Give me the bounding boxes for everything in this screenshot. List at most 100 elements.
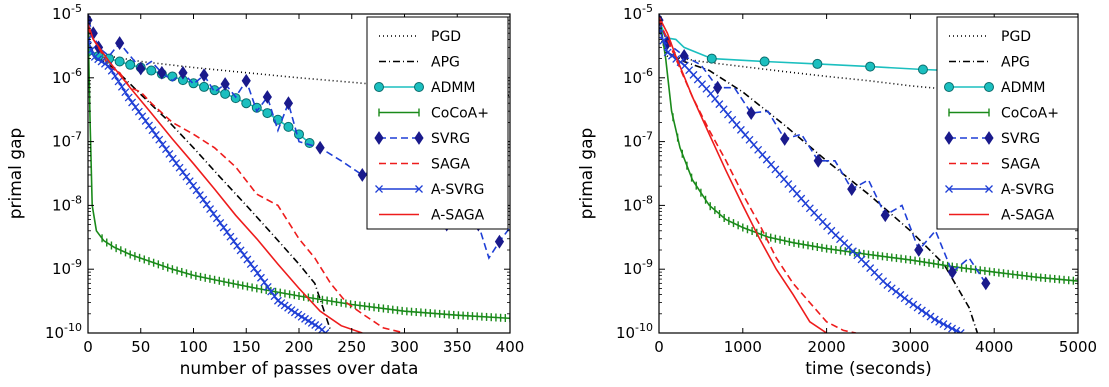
point-admm — [262, 108, 273, 119]
legend-marker-a-svrg — [375, 185, 383, 193]
point-a-svrg — [162, 145, 170, 154]
point-a-svrg — [182, 172, 191, 181]
x-tick-label: 0 — [83, 338, 93, 356]
x-tick-label: 50 — [131, 338, 150, 356]
x-tick-label: 250 — [337, 338, 366, 356]
point-a-svrg — [199, 195, 208, 204]
x-tick-label: 5000 — [1059, 338, 1097, 356]
point-a-svrg — [155, 135, 164, 144]
point-svrg — [157, 65, 167, 80]
point-a-svrg — [887, 284, 896, 293]
point-svrg — [494, 234, 505, 249]
y-tick-label: 10-5 — [52, 2, 82, 23]
point-a-svrg — [226, 232, 235, 241]
point-a-svrg — [930, 315, 939, 324]
x-tick-label: 150 — [232, 338, 261, 356]
y-tick-label: 10-8 — [52, 193, 82, 214]
point-a-svrg — [913, 303, 922, 312]
point-a-svrg — [883, 281, 892, 289]
x-tick-label: 100 — [179, 338, 208, 356]
y-tick-label: 10-5 — [623, 2, 653, 23]
point-a-svrg — [117, 82, 126, 91]
point-svrg — [813, 153, 823, 168]
point-a-svrg — [956, 329, 965, 333]
point-a-svrg — [270, 292, 279, 301]
point-a-svrg — [206, 205, 215, 214]
legend: PGD APG ADMM CoCoA+ SVRG SAGA A-SVRG A-SAGA — [936, 16, 1079, 230]
series-line-apg — [88, 33, 332, 331]
x-tick-label: 300 — [390, 338, 419, 356]
point-a-svrg — [233, 241, 242, 250]
point-a-svrg — [114, 77, 123, 86]
legend-marker-admm — [374, 82, 384, 92]
y-tick-label: 10-8 — [623, 193, 653, 214]
chart-passes: 0 50 100 150 200 250 300 350 400 10-10 10-9 10-8 10-… — [6, 2, 524, 379]
point-admm — [283, 121, 294, 132]
point-svrg — [178, 65, 188, 80]
point-a-svrg — [948, 324, 957, 333]
legend-marker-svrg — [984, 131, 994, 145]
point-a-svrg — [212, 214, 221, 223]
point-a-svrg — [209, 209, 218, 218]
point-a-svrg — [663, 48, 672, 57]
legend-label-saga: SAGA — [1001, 157, 1040, 173]
point-svrg — [914, 243, 924, 257]
point-svrg — [713, 80, 723, 95]
point-a-svrg — [659, 36, 668, 45]
point-admm — [125, 59, 136, 70]
point-a-svrg — [926, 312, 935, 321]
legend-label-apg: APG — [431, 55, 460, 71]
point-a-svrg — [219, 223, 228, 232]
point-a-svrg — [189, 181, 198, 190]
legend-marker-svrg — [374, 131, 384, 145]
point-a-svrg — [922, 309, 931, 318]
point-a-svrg — [321, 329, 330, 333]
point-a-svrg — [111, 72, 120, 81]
point-a-svrg — [909, 300, 918, 309]
point-admm — [865, 61, 876, 72]
point-a-svrg — [178, 168, 187, 177]
point-a-svrg — [287, 306, 296, 315]
point-a-svrg — [192, 186, 201, 195]
x-tick-label: 2000 — [808, 338, 846, 356]
legend-label-pgd: PGD — [431, 29, 461, 45]
legend-marker-svrg — [944, 131, 954, 145]
x-tick-label: 1000 — [724, 338, 762, 356]
x-tick-label: 400 — [496, 338, 525, 356]
y-tick-label: 10-6 — [623, 66, 653, 87]
x-tick-label: 3000 — [891, 338, 929, 356]
legend-marker-svrg — [414, 131, 424, 145]
point-a-svrg — [165, 149, 174, 158]
point-a-svrg — [216, 218, 225, 227]
legend-marker-a-svrg — [945, 185, 953, 193]
series-line-svrg — [659, 19, 987, 284]
point-svrg — [746, 106, 756, 120]
series-line-a-saga — [88, 23, 363, 333]
point-a-svrg — [243, 255, 252, 264]
point-svrg — [847, 182, 857, 197]
x-tick-label: 350 — [443, 338, 472, 356]
legend-label-pgd: PGD — [1001, 29, 1031, 45]
point-a-svrg — [917, 306, 926, 315]
point-a-svrg — [263, 282, 272, 291]
point-admm — [241, 98, 252, 109]
point-a-svrg — [94, 55, 103, 64]
point-a-svrg — [88, 35, 92, 44]
point-admm — [199, 81, 210, 92]
legend-label-a-saga: A-SAGA — [431, 208, 485, 224]
point-admm — [917, 64, 928, 75]
legend-label-saga: SAGA — [431, 157, 470, 173]
y-axis-label: primal gap — [577, 128, 597, 220]
point-svrg — [241, 73, 251, 88]
series-line-saga — [88, 27, 405, 333]
y-tick-label: 10-7 — [623, 130, 653, 151]
point-a-svrg — [250, 264, 259, 273]
point-admm — [167, 71, 178, 82]
point-a-svrg — [253, 269, 262, 278]
point-a-svrg — [90, 53, 99, 61]
legend-box — [366, 16, 509, 230]
point-a-svrg — [659, 24, 663, 33]
point-a-svrg — [892, 287, 900, 296]
point-a-svrg — [195, 191, 204, 199]
